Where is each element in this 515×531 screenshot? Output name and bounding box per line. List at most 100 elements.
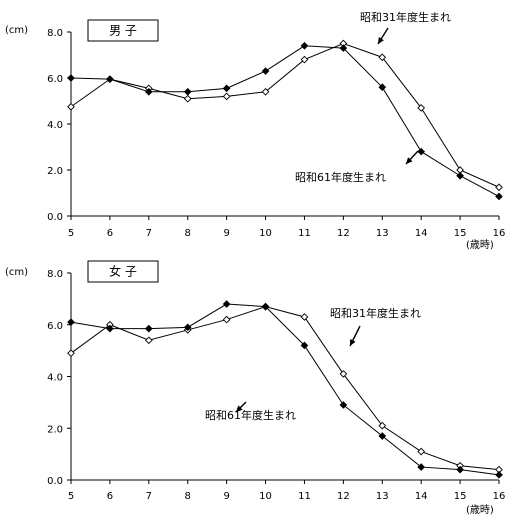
x-tick-label: 7 <box>146 228 152 239</box>
x-tick-label: 14 <box>415 228 428 239</box>
annotation-2: 昭和61年度生まれ <box>205 401 296 422</box>
series-line-2 <box>70 303 500 476</box>
annotation-2: 昭和61年度生まれ <box>295 150 419 184</box>
series-line-1 <box>70 306 500 471</box>
series-1-point <box>222 92 231 101</box>
chart-title: 女 子 <box>109 264 137 279</box>
x-tick-label: 15 <box>454 491 467 502</box>
chart-panel-1: 0.0 2.0 4.0 6.0 8.0 5 6 7 8 9 10 11 12 13 14 15 16 (cm) (歳… <box>5 10 505 251</box>
y-axis-unit-label: (cm) <box>5 267 28 278</box>
series-2-point <box>144 87 153 96</box>
series-1-point <box>67 349 75 358</box>
y-tick-label: 2.0 <box>47 166 63 177</box>
series-1-point <box>495 183 503 192</box>
series-2-point <box>183 87 192 96</box>
series-2-point <box>495 192 503 201</box>
y-tick-label: 0.0 <box>47 476 63 487</box>
series-1-point <box>261 87 270 96</box>
x-tick-label: 8 <box>185 491 191 502</box>
y-tick-label: 6.0 <box>47 321 63 332</box>
series-2-point <box>378 432 387 440</box>
y-tick-label: 0.0 <box>47 212 63 223</box>
x-tick-label: 11 <box>298 228 311 239</box>
series-1-point <box>339 370 348 378</box>
series-1-point <box>300 55 309 64</box>
x-tick-label: 9 <box>223 228 229 239</box>
chart-title-box <box>87 19 159 42</box>
series-1-point <box>378 53 387 62</box>
annotation-label: 昭和61年度生まれ <box>295 170 386 184</box>
series-1-point <box>378 421 387 430</box>
series-2-point <box>300 41 309 50</box>
series-2-point <box>67 318 75 326</box>
series-1-point <box>144 336 153 345</box>
series-2-point <box>300 341 309 350</box>
series-2-point <box>106 75 114 83</box>
x-tick-label: 9 <box>223 491 229 502</box>
series-2-point <box>456 171 464 180</box>
series-line-2 <box>70 45 500 197</box>
x-tick-label: 11 <box>298 491 311 502</box>
series-2-point <box>261 302 270 311</box>
x-tick-label: 5 <box>68 491 74 502</box>
series-line-1 <box>70 42 500 188</box>
y-tick-label: 4.0 <box>47 373 63 384</box>
x-tick-label: 6 <box>107 491 113 502</box>
series-2-point <box>222 84 231 93</box>
x-tick-label: 5 <box>68 228 74 239</box>
x-tick-label: 14 <box>415 491 428 502</box>
y-tick-label: 8.0 <box>47 28 63 39</box>
x-tick-label: 10 <box>259 491 272 502</box>
chart-panel-2: 0.0 2.0 4.0 6.0 8.0 5 6 7 8 9 10 11 12 13 14 15 16 (cm) (歳… <box>5 260 506 516</box>
y-tick-label: 2.0 <box>47 424 63 435</box>
annotation-label: 昭和31年度生まれ <box>330 306 421 320</box>
series-2-point <box>183 323 192 332</box>
x-tick-label: 10 <box>259 228 272 239</box>
series-2-point <box>339 401 348 409</box>
series-2-point <box>417 147 426 156</box>
series-1-point <box>183 94 192 103</box>
annotation-label: 昭和31年度生まれ <box>360 10 451 24</box>
x-axis-unit-label: (歳時) <box>466 239 494 251</box>
series-1-point <box>417 104 426 112</box>
annotation-arrow-head <box>406 157 413 164</box>
x-tick-label: 8 <box>185 228 191 239</box>
series-2-point <box>106 324 114 333</box>
annotation-arrow-head <box>378 37 384 44</box>
series-1-point <box>67 102 75 111</box>
series-2-point <box>417 463 426 471</box>
annotation-arrow-head <box>350 339 356 346</box>
series-2-point <box>261 67 270 75</box>
x-tick-label: 16 <box>493 491 506 502</box>
series-2-point <box>378 83 387 92</box>
series-2-point <box>144 324 153 333</box>
y-tick-label: 8.0 <box>47 269 63 280</box>
annotation-label: 昭和61年度生まれ <box>205 408 296 422</box>
x-tick-label: 16 <box>493 228 506 239</box>
annotation-1: 昭和31年度生まれ <box>330 306 421 347</box>
x-tick-label: 12 <box>337 228 350 239</box>
chart-title-box <box>87 260 159 283</box>
x-tick-label: 13 <box>376 228 389 239</box>
annotation-1: 昭和31年度生まれ <box>360 10 451 45</box>
x-tick-label: 13 <box>376 491 389 502</box>
x-tick-label: 12 <box>337 491 350 502</box>
series-2-point <box>495 470 503 479</box>
series-1-point <box>222 315 231 324</box>
x-axis-unit-label: (歳時) <box>466 504 494 516</box>
x-tick-label: 7 <box>146 491 152 502</box>
series-2-point <box>222 300 231 308</box>
y-tick-label: 6.0 <box>47 74 63 85</box>
y-tick-label: 4.0 <box>47 120 63 131</box>
series-2-point <box>67 74 75 82</box>
series-2-point <box>339 44 348 52</box>
series-2-point <box>456 465 464 474</box>
series-1-point <box>417 447 426 456</box>
chart-title: 男 子 <box>109 24 137 38</box>
x-tick-label: 6 <box>107 228 113 239</box>
annotation-arrow-head <box>236 405 243 412</box>
x-tick-label: 15 <box>454 228 467 239</box>
series-1-point <box>300 313 309 321</box>
